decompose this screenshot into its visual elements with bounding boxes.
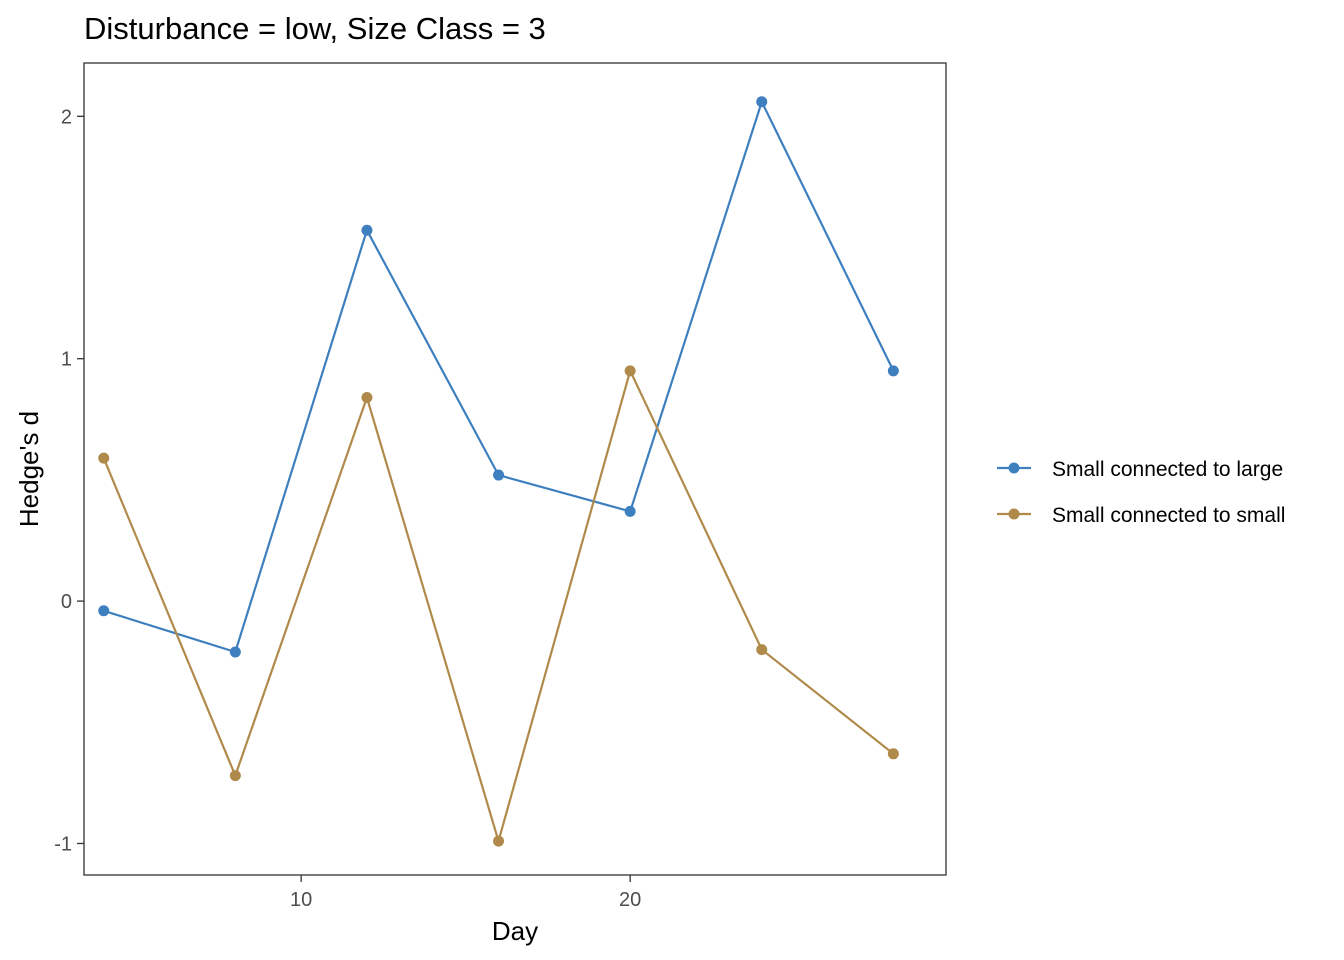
y-tick-label: -1 bbox=[54, 833, 72, 855]
series-1-point bbox=[98, 605, 110, 617]
legend-label: Small connected to large bbox=[1052, 458, 1283, 481]
series-1-point bbox=[361, 224, 373, 236]
x-axis-title: Day bbox=[492, 916, 538, 946]
x-tick-label: 20 bbox=[619, 889, 641, 911]
x-axis: 10 20 bbox=[290, 875, 641, 911]
legend-key-point bbox=[1008, 462, 1020, 474]
series-2-point bbox=[624, 365, 636, 377]
legend-label: Small connected to small bbox=[1052, 504, 1285, 527]
series-1-point bbox=[493, 469, 505, 481]
chart-title: Disturbance = low, Size Class = 3 bbox=[84, 11, 546, 46]
series-2-point bbox=[493, 835, 505, 847]
y-tick-label: 1 bbox=[61, 349, 72, 371]
x-tick-label: 10 bbox=[290, 889, 312, 911]
y-axis: -1 0 1 2 bbox=[54, 106, 84, 855]
series-layer bbox=[98, 96, 899, 847]
series-2-point bbox=[756, 644, 768, 656]
plot-panel bbox=[83, 62, 947, 876]
plot-panel-border bbox=[83, 62, 947, 876]
series-2-point bbox=[98, 452, 110, 464]
series-1-point bbox=[887, 365, 899, 377]
y-axis-title: Hedge's d bbox=[14, 411, 44, 527]
series-2-point bbox=[229, 770, 241, 782]
series-1-point bbox=[229, 646, 241, 658]
series-1-point bbox=[756, 96, 768, 108]
series-1-point bbox=[624, 505, 636, 517]
legend: Small connected to large Small connected … bbox=[997, 458, 1285, 527]
y-tick-label: 2 bbox=[61, 106, 72, 128]
series-2-point bbox=[361, 391, 373, 403]
legend-key-point bbox=[1008, 508, 1020, 520]
y-tick-label: 0 bbox=[61, 591, 72, 613]
series-2-point bbox=[887, 748, 899, 760]
